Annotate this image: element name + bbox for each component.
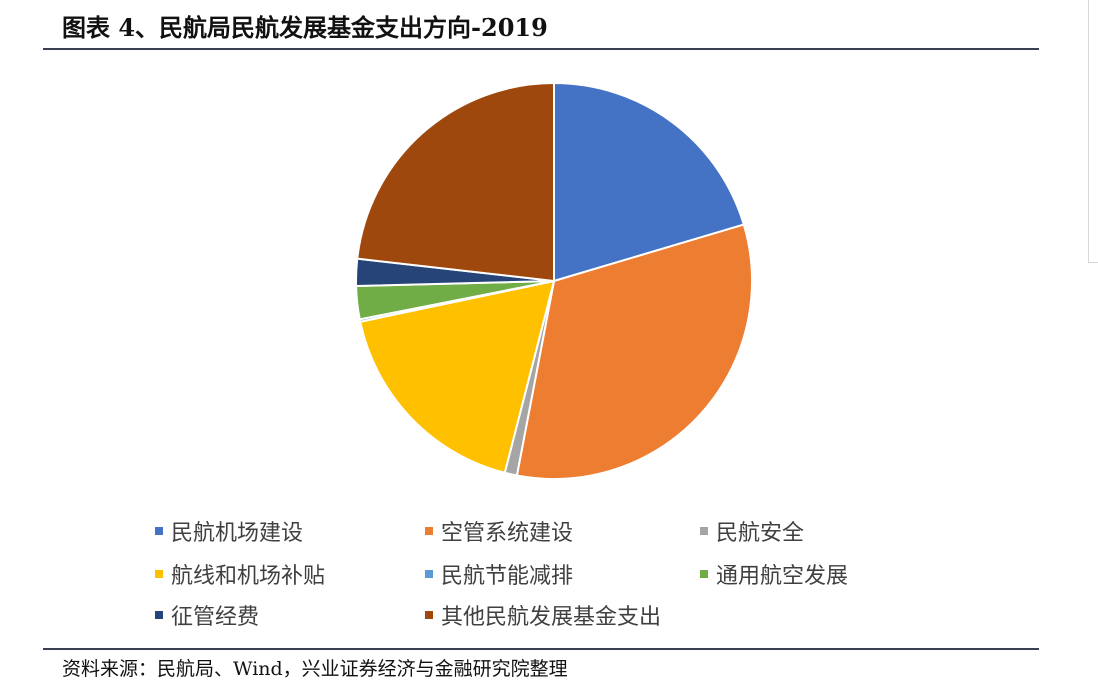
side-panel-edge: [1088, 0, 1098, 263]
pie-slice-0: [553, 81, 746, 283]
pie-slice-1: [515, 223, 753, 480]
title-divider: [43, 48, 1039, 50]
pie-slice-7: [356, 81, 555, 283]
source-note: 资料来源：民航局、Wind，兴业证券经济与金融研究院整理: [62, 658, 568, 680]
pie-slice-3: [359, 279, 556, 474]
source-divider: [43, 648, 1039, 650]
chart-title: 图表 4、民航局民航发展基金支出方向-2019: [62, 13, 548, 42]
